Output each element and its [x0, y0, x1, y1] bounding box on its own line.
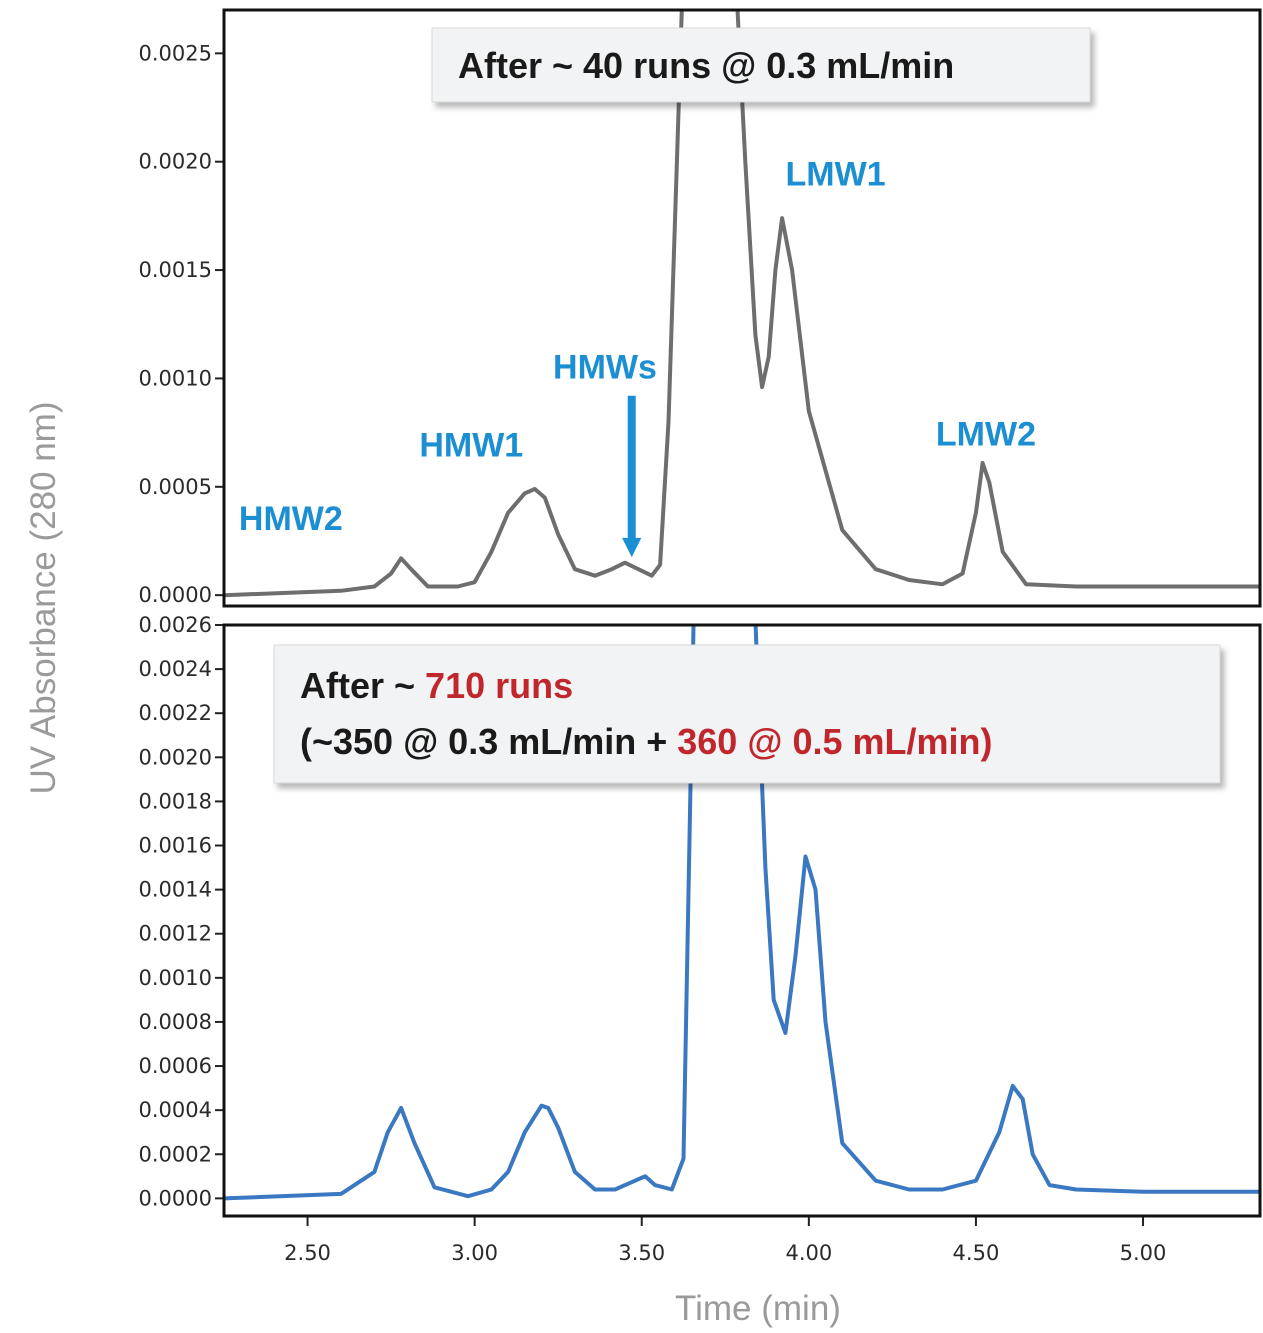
annotation-box: [431, 27, 1091, 103]
y-tick-label: 0.0020: [139, 745, 212, 769]
annotation-segment: 710 runs: [425, 665, 573, 706]
top-chromatogram-panel: 0.0000 0.0005 0.0010 0.0015 0.0020 0.0025 Afte…: [139, 8, 1262, 608]
y-tick-label: 0.0002: [139, 1142, 212, 1166]
y-tick-label: 0.0000: [139, 583, 212, 607]
y-tick-label: 0.0026: [139, 613, 212, 637]
peak-label: HMW2: [239, 500, 343, 538]
x-tick-label: 4.00: [785, 1241, 832, 1265]
y-tick-label: 0.0022: [139, 701, 212, 725]
peak-label: HMWs: [553, 348, 657, 386]
x-tick-label: 3.50: [618, 1241, 665, 1265]
y-tick-label: 0.0006: [139, 1054, 212, 1078]
trace-line: [224, 10, 1260, 598]
annotation-line: After ~ 710 runs: [300, 665, 573, 706]
y-tick-label: 0.0010: [139, 966, 212, 990]
y-tick-label: 0.0015: [139, 258, 212, 282]
peak-label: LMW2: [936, 416, 1036, 454]
bottom-chromatogram-panel: 0.0000 0.0002 0.0004 0.0006 0.0008 0.0010 0.00…: [139, 613, 1262, 1265]
y-tick-label: 0.0000: [139, 1186, 212, 1210]
x-axis-title: Time (min): [675, 1289, 841, 1328]
plot-frame: [222, 623, 1262, 1218]
y-tick-label: 0.0012: [139, 922, 212, 946]
y-tick-label: 0.0020: [139, 150, 212, 174]
plot-frame: [222, 8, 1262, 608]
x-tick-label: 4.50: [953, 1241, 1000, 1265]
y-tick-label: 0.0004: [139, 1098, 212, 1122]
y-tick-label: 0.0018: [139, 789, 212, 813]
x-tick-label: 2.50: [284, 1241, 331, 1265]
peak-label: LMW1: [786, 156, 886, 194]
annotation-line: After ~ 40 runs @ 0.3 mL/min: [458, 45, 954, 86]
y-tick-label: 0.0024: [139, 657, 212, 681]
y-tick-label: 0.0010: [139, 366, 212, 390]
y-tick-label: 0.0025: [139, 41, 212, 65]
trace-line: [224, 625, 1260, 1201]
y-tick-label: 0.0014: [139, 878, 212, 902]
y-tick-label: 0.0016: [139, 834, 212, 858]
x-tick-label: 5.00: [1120, 1241, 1167, 1265]
y-tick-label: 0.0005: [139, 475, 212, 499]
y-tick-label: 0.0008: [139, 1010, 212, 1034]
peak-label: HMW1: [419, 426, 523, 464]
annotation-segment: 360 @ 0.5 mL/min): [677, 721, 992, 762]
y-axis-title: UV Absorbance (280 nm): [24, 402, 63, 795]
annotation-segment: (~350 @ 0.3 mL/min +: [300, 721, 677, 762]
annotation-segment: After ~ 40 runs @ 0.3 mL/min: [458, 45, 954, 86]
annotation-box: [273, 644, 1221, 784]
x-tick-label: 3.00: [451, 1241, 498, 1265]
annotation-segment: After ~: [300, 665, 425, 706]
annotation-line: (~350 @ 0.3 mL/min + 360 @ 0.5 mL/min): [300, 721, 992, 762]
